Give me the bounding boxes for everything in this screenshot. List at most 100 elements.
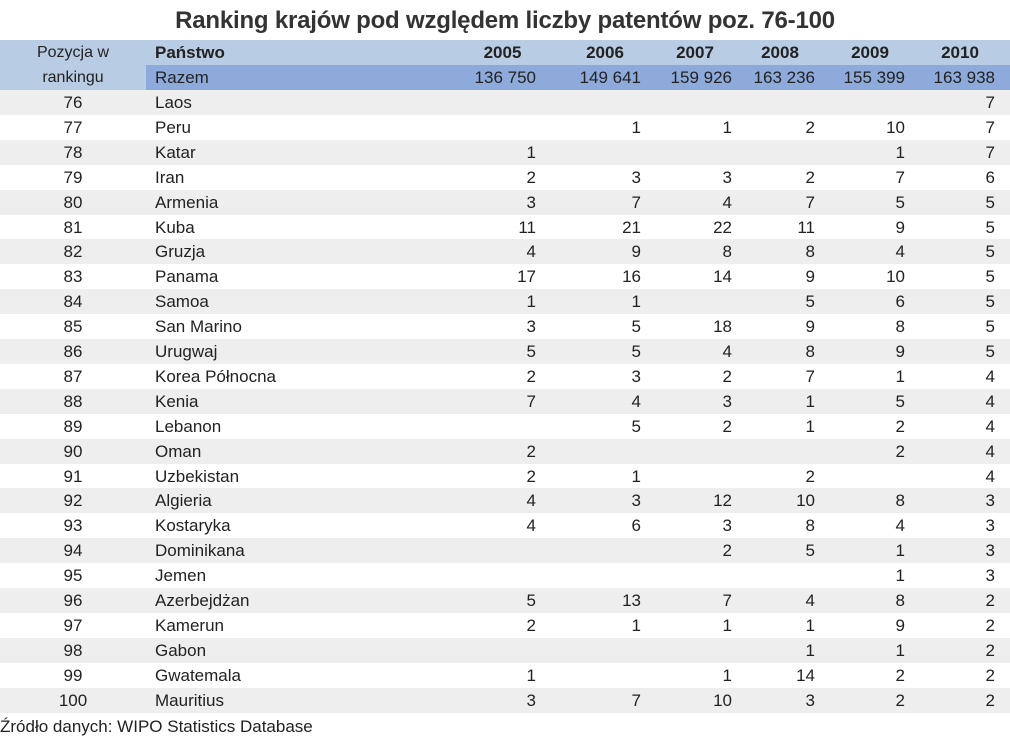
value-cell-2010: 2 [985, 640, 995, 660]
value-cell-2005 [430, 115, 536, 140]
rank-cell: 99 [63, 665, 83, 685]
value-cell-2007: 12 [713, 491, 732, 511]
value-cell-2010: 4 [985, 366, 995, 386]
value-cell-2010: 2 [985, 615, 995, 635]
table-row: 82 Gruzja 4 9 8 8 4 5 [0, 239, 1010, 265]
value-cell-2009: 7 [895, 167, 905, 187]
value-cell-2006: 3 [631, 167, 641, 187]
value-cell-2008: 8 [805, 342, 815, 361]
table-row: 89 Lebanon 5 2 1 2 4 [0, 414, 1010, 439]
total-2007: 159 926 [670, 68, 732, 87]
country-cell: Laos [155, 93, 192, 112]
value-cell-2008: 1 [805, 615, 815, 635]
position-header: Pozycja w rankingu [36, 44, 110, 86]
value-cell-2007: 1 [722, 665, 732, 685]
value-cell-2005: 4 [526, 242, 536, 262]
table-row: 84 Samoa 1 1 5 6 5 [0, 289, 1010, 315]
value-cell-2009: 2 [895, 690, 905, 710]
rank-cell: 82 [63, 242, 83, 262]
value-cell-2009 [815, 90, 905, 115]
country-cell: Gruzja [155, 242, 206, 262]
value-cell-2009: 2 [895, 416, 905, 436]
table-row: 77 Peru 1 1 2 10 7 [0, 115, 1010, 140]
value-cell-2006: 1 [631, 292, 641, 312]
value-cell-2005 [430, 563, 536, 588]
value-cell-2010: 5 [985, 192, 995, 212]
value-cell-2008: 1 [805, 391, 815, 411]
table-row: 86 Urugwaj 5 5 4 8 9 5 [0, 339, 1010, 364]
country-cell: Urugwaj [155, 342, 218, 361]
year-header-2005: 2005 [483, 43, 522, 62]
country-cell: Panama [155, 267, 219, 287]
country-cell: Algieria [155, 491, 212, 511]
rank-cell: 96 [63, 591, 83, 610]
rank-cell: 92 [63, 491, 83, 511]
value-cell-2010: 7 [985, 93, 995, 112]
value-cell-2009: 8 [895, 591, 905, 610]
value-cell-2005: 7 [526, 391, 536, 411]
rank-cell: 88 [63, 391, 83, 411]
value-cell-2010: 5 [985, 317, 995, 337]
value-cell-2005: 3 [526, 690, 536, 710]
value-cell-2005: 5 [526, 591, 536, 610]
rank-cell: 84 [63, 292, 83, 312]
value-cell-2007: 2 [722, 366, 732, 386]
country-cell: Peru [155, 117, 191, 137]
value-cell-2008: 10 [796, 491, 815, 511]
value-cell-2007: 3 [722, 167, 732, 187]
table-row: 83 Panama 17 16 14 9 10 5 [0, 264, 1010, 289]
value-cell-2010: 7 [985, 117, 995, 137]
table-row: 92 Algieria 4 3 12 10 8 3 [0, 488, 1010, 514]
table-row: 100 Mauritius 3 7 10 3 2 2 [0, 687, 1010, 713]
rank-cell: 93 [63, 516, 83, 536]
value-cell-2005 [430, 638, 536, 663]
value-cell-2009: 1 [895, 142, 905, 162]
value-cell-2008: 2 [805, 117, 815, 137]
value-cell-2009: 9 [895, 615, 905, 635]
table-row: 87 Korea Północna 2 3 2 7 1 4 [0, 364, 1010, 389]
value-cell-2005: 2 [526, 615, 536, 635]
value-cell-2005: 11 [518, 217, 536, 237]
value-cell-2008: 8 [805, 242, 815, 262]
value-cell-2008: 5 [805, 541, 815, 561]
value-cell-2008 [732, 439, 815, 464]
value-cell-2005: 2 [526, 167, 536, 187]
total-2008: 163 236 [753, 68, 815, 87]
value-cell-2007: 2 [722, 416, 732, 436]
country-cell: Oman [155, 441, 202, 461]
rank-cell: 77 [63, 117, 83, 137]
value-cell-2006 [536, 563, 641, 588]
value-cell-2005: 4 [526, 516, 536, 536]
value-cell-2005: 2 [526, 466, 536, 486]
rank-cell: 89 [63, 416, 83, 436]
value-cell-2008: 1 [805, 416, 815, 436]
table-row: 80 Armenia 3 7 4 7 5 5 [0, 189, 1010, 215]
value-cell-2008: 7 [805, 366, 815, 386]
table-title: Ranking krajów pod względem liczby paten… [175, 7, 835, 34]
table-row: 96 Azerbejdżan 5 13 7 4 8 2 [0, 588, 1010, 613]
value-cell-2006: 4 [631, 391, 641, 411]
value-cell-2008: 11 [797, 217, 815, 237]
value-cell-2007 [641, 563, 732, 588]
country-cell: Jemen [155, 566, 207, 586]
value-cell-2006: 5 [631, 342, 641, 361]
table-row: 94 Dominikana 2 5 1 3 [0, 538, 1010, 564]
value-cell-2009: 4 [895, 516, 905, 536]
year-header-2007: 2007 [676, 43, 714, 62]
value-cell-2007 [641, 90, 732, 115]
table-row: 90 Oman 2 2 4 [0, 438, 1010, 464]
value-cell-2007: 4 [722, 192, 732, 212]
value-cell-2010: 4 [985, 391, 995, 411]
value-cell-2010: 5 [985, 217, 995, 237]
value-cell-2006 [536, 638, 641, 663]
total-2009: 155 399 [843, 68, 905, 87]
value-cell-2005: 3 [526, 317, 536, 337]
country-cell: Dominikana [155, 541, 245, 561]
country-cell: Korea Północna [155, 366, 276, 386]
country-cell: Kostaryka [155, 516, 231, 536]
rank-cell: 90 [63, 441, 83, 461]
value-cell-2006 [536, 140, 641, 165]
value-cell-2005 [430, 90, 536, 115]
value-cell-2007: 14 [713, 267, 732, 287]
country-cell: Iran [155, 167, 185, 187]
